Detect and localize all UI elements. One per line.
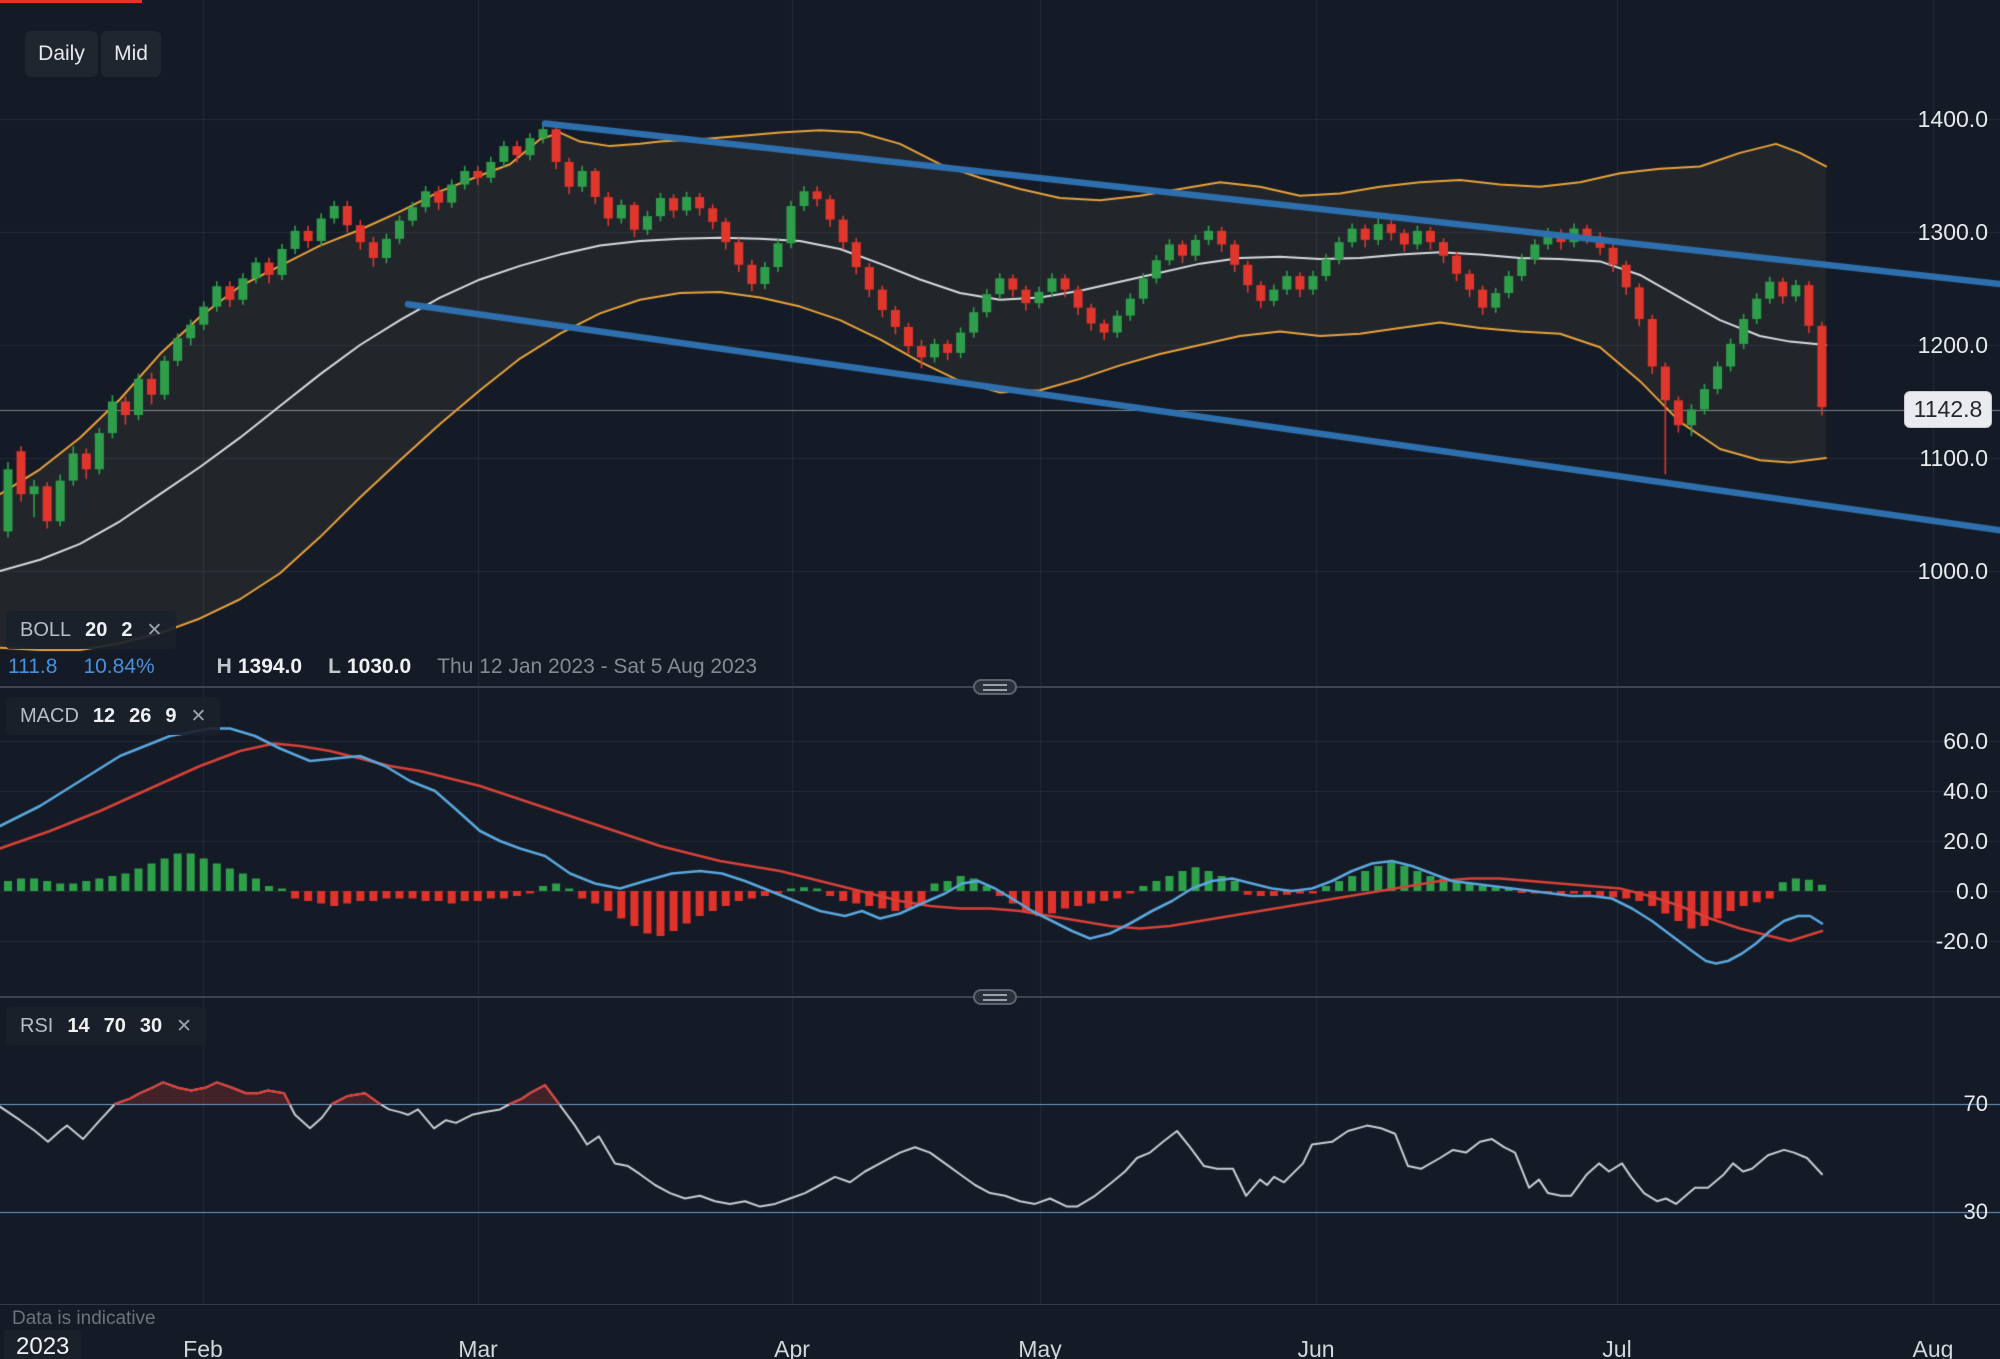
- data-indicative-note: Data is indicative: [12, 1308, 156, 1329]
- macd-indicator-legend[interactable]: MACD 12 26 9 ✕: [6, 697, 221, 735]
- high-value: 1394.0: [237, 655, 303, 678]
- boll-close-icon[interactable]: ✕: [146, 619, 163, 641]
- macd-param-fast: 12: [92, 704, 116, 727]
- high-label: H: [216, 655, 232, 678]
- low-label: L: [328, 655, 341, 678]
- date-range: Thu 12 Jan 2023 - Sat 5 Aug 2023: [437, 655, 758, 678]
- boll-indicator-legend[interactable]: BOLL 20 2 ✕: [6, 611, 177, 649]
- rsi-label: RSI: [20, 1014, 54, 1037]
- timeframe-button-daily[interactable]: Daily: [25, 31, 98, 77]
- month-label-jun: Jun: [1297, 1336, 1335, 1359]
- axis-separator: [0, 1304, 2000, 1305]
- macd-tick-label: -20.0: [1935, 928, 1988, 954]
- month-label-feb: Feb: [183, 1336, 223, 1359]
- rsi-tick-label: 30: [1963, 1199, 1988, 1224]
- pane-resize-handle[interactable]: [973, 679, 1017, 695]
- rsi-param-upper: 70: [103, 1014, 126, 1037]
- change-value: 111.8: [8, 655, 58, 678]
- month-label-may: May: [1018, 1336, 1062, 1359]
- macd-param-slow: 26: [129, 704, 152, 727]
- current-price-badge: 1142.8: [1904, 391, 1992, 428]
- macd-close-icon[interactable]: ✕: [190, 705, 207, 727]
- price-tick-label: 1200.0: [1917, 332, 1988, 358]
- pane-resize-handle[interactable]: [973, 989, 1017, 1005]
- rsi-indicator-legend[interactable]: RSI 14 70 30 ✕: [6, 1007, 207, 1045]
- month-label-mar: Mar: [458, 1336, 498, 1359]
- rsi-param-period: 14: [67, 1014, 90, 1037]
- year-label: 2023: [4, 1330, 82, 1359]
- macd-param-signal: 9: [165, 704, 177, 727]
- low-value: 1030.0: [346, 655, 412, 678]
- macd-tick-label: 0.0: [1956, 878, 1988, 904]
- price-tick-label: 1000.0: [1917, 558, 1988, 584]
- price-stats-row: 111.8 10.84% H 1394.0 L 1030.0 Thu 12 Jan …: [8, 655, 757, 679]
- price-tick-label: 1300.0: [1917, 219, 1988, 245]
- rsi-close-icon[interactable]: ✕: [176, 1015, 193, 1037]
- macd-label: MACD: [20, 704, 79, 727]
- price-tick-label: 1100.0: [1919, 445, 1988, 471]
- month-label-jul: Jul: [1602, 1336, 1632, 1359]
- loading-progress-bar: [0, 0, 142, 3]
- boll-param-dev: 2: [121, 618, 133, 641]
- month-label-aug: Aug: [1912, 1336, 1954, 1359]
- boll-label: BOLL: [20, 618, 72, 641]
- rsi-param-lower: 30: [139, 1014, 163, 1037]
- change-percent: 10.84%: [83, 655, 155, 678]
- macd-tick-label: 20.0: [1943, 828, 1988, 854]
- macd-tick-label: 60.0: [1943, 728, 1988, 754]
- rsi-tick-label: 70: [1963, 1091, 1988, 1116]
- macd-tick-label: 40.0: [1943, 778, 1988, 804]
- boll-param-period: 20: [85, 618, 108, 641]
- price-tick-label: 1400.0: [1917, 106, 1988, 132]
- month-label-apr: Apr: [774, 1336, 810, 1359]
- timeframe-button-mid[interactable]: Mid: [101, 31, 161, 77]
